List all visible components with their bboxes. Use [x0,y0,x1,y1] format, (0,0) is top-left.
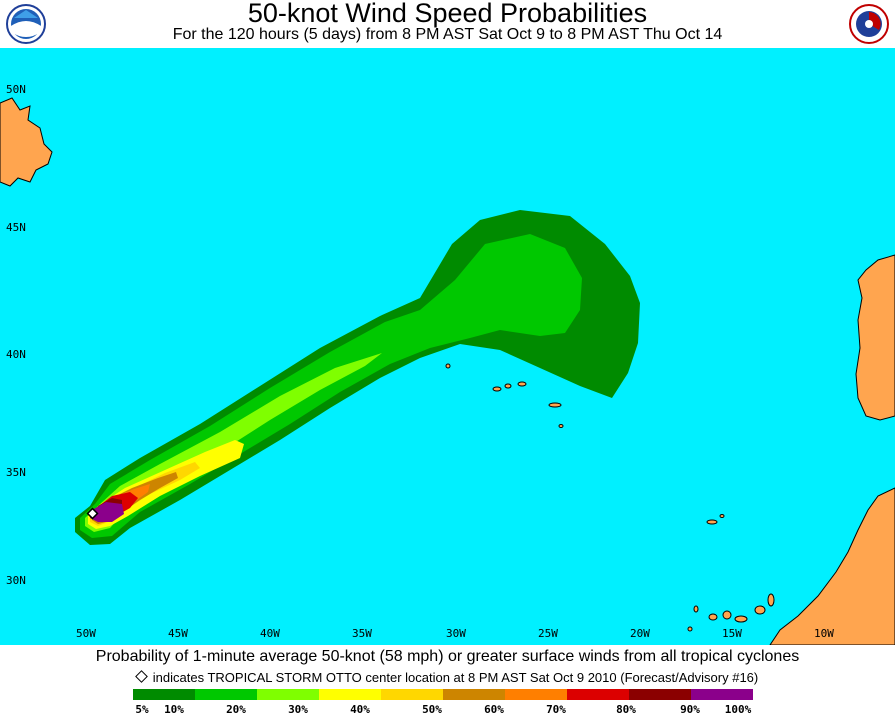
page-subtitle: For the 120 hours (5 days) from 8 PM AST… [172,26,723,43]
legend-swatch-40 [381,689,443,700]
legend-label: 60% [484,703,504,716]
legend-label: 90% [680,703,700,716]
lon-label: 20W [630,627,650,640]
lon-label: 25W [538,627,558,640]
legend-swatch-5 [133,689,195,700]
legend-label: 100% [724,703,752,716]
madeira-islands [706,514,725,525]
legend-label: 50% [422,703,442,716]
legend-swatch-20 [257,689,319,700]
legend-swatch-50 [443,689,505,700]
map-caption: Probability of 1-minute average 50-knot … [95,648,800,665]
lon-label: 15W [722,627,742,640]
longitude-labels: 50W 45W 40W 35W 30W 25W 20W 15W 10W [76,627,834,640]
lat-label: 40N [6,348,26,361]
legend-swatch-30 [319,689,381,700]
legend-label: 5% [135,703,149,716]
page-title: 50-knot Wind Speed Probabilities [247,0,648,28]
legend-swatch-60 [505,689,567,700]
newfoundland-land [0,97,53,187]
legend-label: 10% [164,703,184,716]
probability-swath [75,210,640,545]
iberia-land [855,254,895,421]
lon-label: 30W [446,627,466,640]
latitude-labels: 50N 45N 40N 35N 30N [6,83,26,587]
lon-label: 10W [814,627,834,640]
storm-center-marker [86,507,99,520]
lat-label: 35N [6,466,26,479]
legend-label: 80% [616,703,636,716]
probability-map: 50N 45N 40N 35N 30N 50W 45W 40W 35W 30W … [0,48,895,645]
lat-label: 30N [6,574,26,587]
lon-label: 50W [76,627,96,640]
legend-swatch-90 [691,689,753,700]
lon-label: 45W [168,627,188,640]
lon-label: 35W [352,627,372,640]
legend-label: 70% [546,703,566,716]
legend-swatch-10 [195,689,257,700]
lon-label: 40W [260,627,280,640]
noaa-logo [6,4,46,44]
prob-90 [90,502,124,522]
diamond-icon [134,670,148,683]
north-africa-land [769,487,895,645]
legend-color-bar [133,689,753,700]
legend-swatch-80 [629,689,691,700]
legend-labels: 5% 10% 20% 30% 40% 50% 60% 70% 80% 90% 1… [0,703,895,716]
lat-label: 45N [6,221,26,234]
canary-islands [687,593,775,632]
storm-note-text: indicates TROPICAL STORM OTTO center loc… [152,670,759,685]
legend-label: 40% [350,703,370,716]
azores-islands [445,363,564,428]
legend-label: 20% [226,703,246,716]
legend-label: 30% [288,703,308,716]
legend-swatch-70 [567,689,629,700]
storm-note: indicates TROPICAL STORM OTTO center loc… [0,670,895,686]
lat-label: 50N [6,83,26,96]
nws-logo [849,4,889,44]
